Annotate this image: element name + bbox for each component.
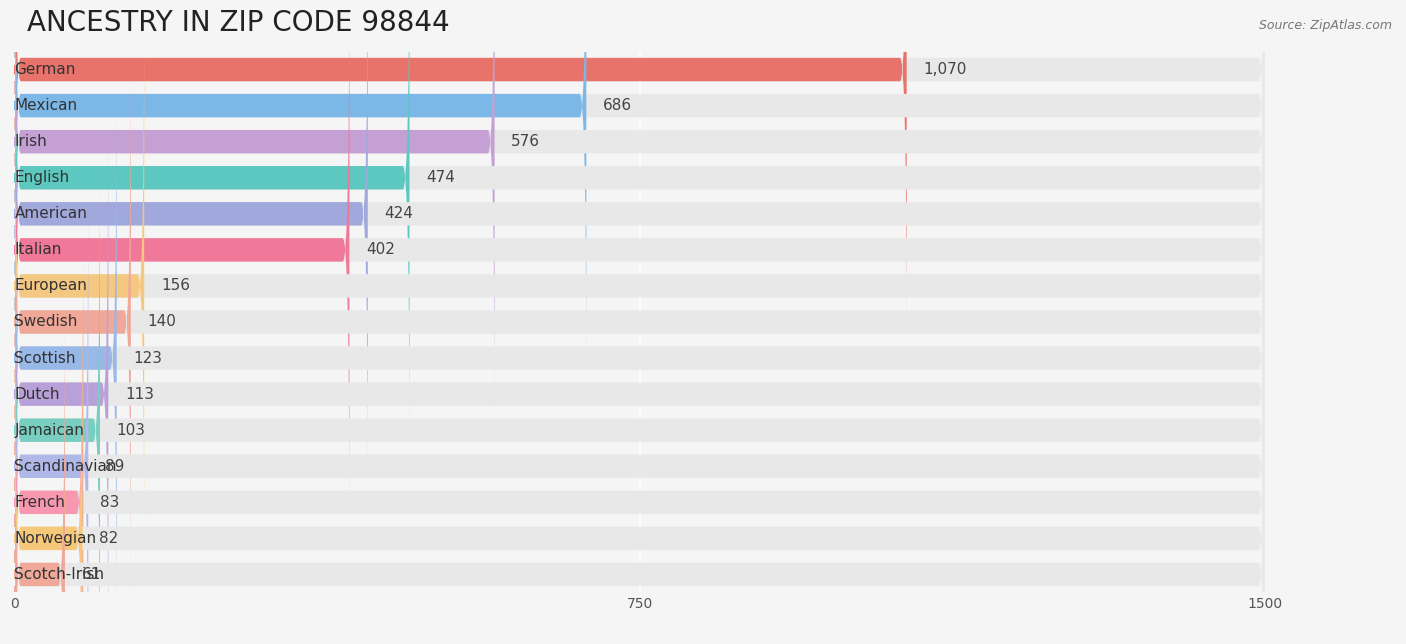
Text: ANCESTRY IN ZIP CODE 98844: ANCESTRY IN ZIP CODE 98844 xyxy=(27,8,449,37)
FancyBboxPatch shape xyxy=(14,225,1265,644)
Text: Swedish: Swedish xyxy=(14,314,77,330)
Text: American: American xyxy=(14,206,87,222)
FancyBboxPatch shape xyxy=(14,0,1265,419)
FancyBboxPatch shape xyxy=(14,0,1265,455)
FancyBboxPatch shape xyxy=(14,0,409,455)
FancyBboxPatch shape xyxy=(14,225,83,644)
Text: 89: 89 xyxy=(105,459,124,474)
FancyBboxPatch shape xyxy=(14,153,100,644)
Text: Scotch-Irish: Scotch-Irish xyxy=(14,567,104,582)
Text: 1,070: 1,070 xyxy=(924,62,967,77)
Text: 424: 424 xyxy=(384,206,413,222)
Text: German: German xyxy=(14,62,76,77)
Text: Scandinavian: Scandinavian xyxy=(14,459,117,474)
Text: 113: 113 xyxy=(125,386,155,402)
Text: 82: 82 xyxy=(100,531,118,546)
FancyBboxPatch shape xyxy=(14,261,1265,644)
FancyBboxPatch shape xyxy=(14,45,131,599)
Text: Source: ZipAtlas.com: Source: ZipAtlas.com xyxy=(1258,19,1392,32)
Text: English: English xyxy=(14,170,69,185)
FancyBboxPatch shape xyxy=(14,0,1265,527)
FancyBboxPatch shape xyxy=(14,298,65,644)
Text: 474: 474 xyxy=(426,170,456,185)
FancyBboxPatch shape xyxy=(14,9,145,563)
FancyBboxPatch shape xyxy=(14,81,117,635)
FancyBboxPatch shape xyxy=(14,45,1265,599)
FancyBboxPatch shape xyxy=(14,189,1265,644)
FancyBboxPatch shape xyxy=(14,0,1265,383)
FancyBboxPatch shape xyxy=(14,0,586,383)
Text: Mexican: Mexican xyxy=(14,98,77,113)
FancyBboxPatch shape xyxy=(14,0,350,527)
Text: Dutch: Dutch xyxy=(14,386,60,402)
Text: 686: 686 xyxy=(603,98,633,113)
Text: Jamaican: Jamaican xyxy=(14,422,84,438)
Text: 61: 61 xyxy=(82,567,101,582)
Text: European: European xyxy=(14,278,87,294)
FancyBboxPatch shape xyxy=(14,0,495,419)
FancyBboxPatch shape xyxy=(14,298,1265,644)
FancyBboxPatch shape xyxy=(14,0,1265,346)
Text: 140: 140 xyxy=(148,314,176,330)
FancyBboxPatch shape xyxy=(14,117,108,644)
FancyBboxPatch shape xyxy=(14,9,1265,563)
Text: Scottish: Scottish xyxy=(14,350,76,366)
Text: 402: 402 xyxy=(366,242,395,258)
Text: 83: 83 xyxy=(100,495,120,510)
Text: French: French xyxy=(14,495,65,510)
Text: 103: 103 xyxy=(117,422,146,438)
Text: 576: 576 xyxy=(512,134,540,149)
Text: 156: 156 xyxy=(160,278,190,294)
Text: Irish: Irish xyxy=(14,134,48,149)
FancyBboxPatch shape xyxy=(14,117,1265,644)
FancyBboxPatch shape xyxy=(14,189,89,644)
FancyBboxPatch shape xyxy=(14,0,1265,491)
FancyBboxPatch shape xyxy=(14,153,1265,644)
Text: Italian: Italian xyxy=(14,242,62,258)
FancyBboxPatch shape xyxy=(14,0,907,346)
FancyBboxPatch shape xyxy=(14,0,368,491)
FancyBboxPatch shape xyxy=(14,261,83,644)
FancyBboxPatch shape xyxy=(14,81,1265,635)
Text: Norwegian: Norwegian xyxy=(14,531,97,546)
Text: 123: 123 xyxy=(134,350,162,366)
